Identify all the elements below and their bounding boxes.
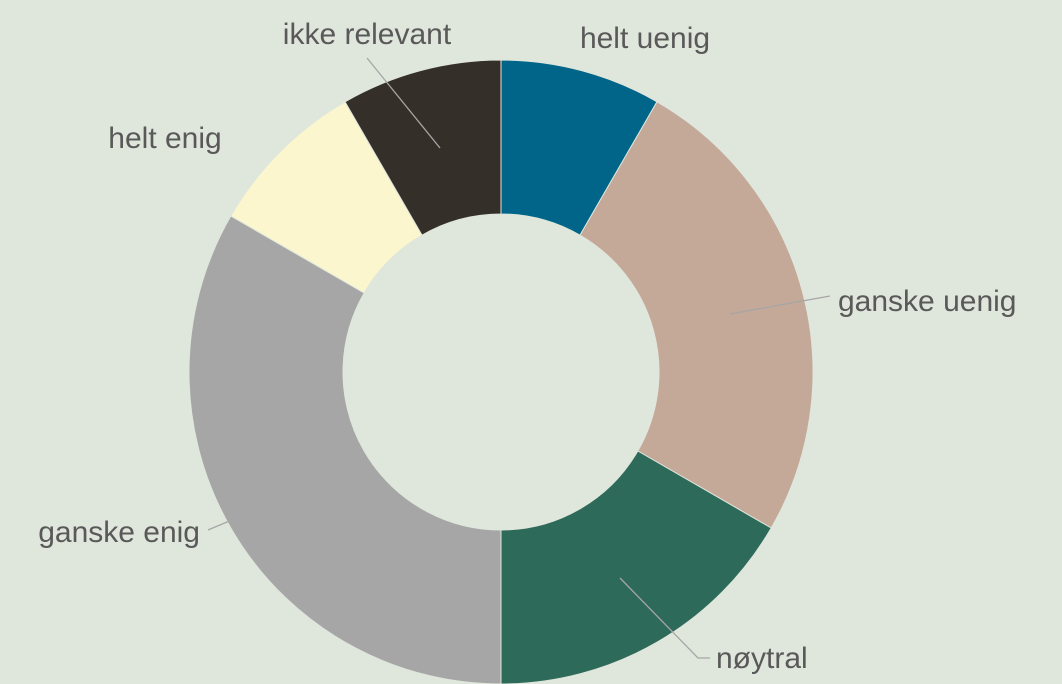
slice-label: helt uenig bbox=[580, 22, 710, 55]
donut-slice bbox=[579, 101, 814, 529]
slice-label: nøytral bbox=[716, 642, 808, 675]
leader-line bbox=[207, 491, 299, 531]
leader-line bbox=[729, 295, 831, 315]
leader-line bbox=[619, 577, 710, 659]
donut-slice bbox=[500, 450, 772, 684]
slice-label: ganske uenig bbox=[838, 285, 1016, 318]
donut-slice bbox=[188, 215, 502, 684]
slice-label: ikke relevant bbox=[283, 18, 452, 51]
slice-label: ganske enig bbox=[38, 516, 200, 549]
slice-label: helt enig bbox=[108, 122, 221, 155]
leader-line bbox=[366, 57, 441, 149]
